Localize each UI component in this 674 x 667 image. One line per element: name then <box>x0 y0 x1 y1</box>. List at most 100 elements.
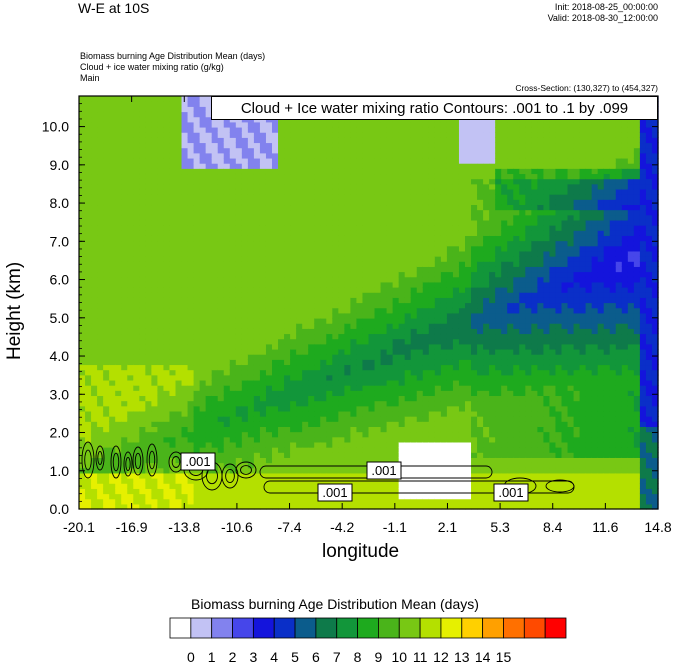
heatmap-cell <box>290 379 297 386</box>
heatmap-cell <box>410 390 418 397</box>
heatmap-cell <box>308 240 315 247</box>
heatmap-cell <box>121 312 128 319</box>
heatmap-cell <box>109 178 116 185</box>
heatmap-cell <box>193 292 201 298</box>
heatmap-cell <box>157 379 165 386</box>
heatmap-cell <box>410 147 418 154</box>
heatmap-cell <box>272 266 279 273</box>
heatmap-cell <box>169 312 177 319</box>
heatmap-cell <box>440 271 448 278</box>
heatmap-cell <box>91 317 98 324</box>
heatmap-cell <box>428 235 436 242</box>
heatmap-cell <box>139 369 146 376</box>
heatmap-cell <box>350 359 358 366</box>
heatmap-cell <box>175 467 183 474</box>
heatmap-cell <box>308 400 315 407</box>
heatmap-cell <box>97 276 104 283</box>
heatmap-cell <box>338 400 345 407</box>
heatmap-cell <box>145 390 152 397</box>
heatmap-cell <box>175 359 183 366</box>
heatmap-cell <box>121 256 128 262</box>
heatmap-cell <box>91 302 98 309</box>
heatmap-cell <box>446 204 454 211</box>
heatmap-cell <box>259 503 267 510</box>
heatmap-cell <box>121 219 128 226</box>
heatmap-cell <box>247 204 255 211</box>
heatmap-cell <box>79 188 86 195</box>
heatmap-cell <box>115 250 122 257</box>
heatmap-cell <box>229 126 237 133</box>
heatmap-cell <box>199 276 207 283</box>
heatmap-cell <box>97 101 104 107</box>
heatmap-cell <box>127 374 134 381</box>
heatmap-cell <box>199 385 207 391</box>
heatmap-cell <box>404 410 412 417</box>
heatmap-cell <box>314 152 321 159</box>
heatmap-cell <box>253 121 261 128</box>
heatmap-cell <box>362 225 370 231</box>
heatmap-cell <box>398 163 406 169</box>
heatmap-cell <box>157 157 165 164</box>
heatmap-cell <box>163 369 171 376</box>
heatmap-cell <box>265 359 273 366</box>
heatmap-cell <box>241 142 249 149</box>
heatmap-cell <box>350 364 358 371</box>
heatmap-cell <box>386 188 394 195</box>
heatmap-cell <box>440 147 448 154</box>
heatmap-cell <box>259 385 267 391</box>
heatmap-cell <box>79 395 86 402</box>
heatmap-cell <box>193 410 201 417</box>
heatmap-cell <box>109 436 116 443</box>
heatmap-cell <box>326 431 333 438</box>
heatmap-cell <box>422 178 430 185</box>
heatmap-cell <box>350 266 358 273</box>
heatmap-cell <box>272 209 279 216</box>
heatmap-cell <box>284 302 291 309</box>
heatmap-cell <box>181 364 189 371</box>
heatmap-cell <box>308 436 315 443</box>
heatmap-cell <box>410 266 418 273</box>
heatmap-cell <box>392 173 400 180</box>
heatmap-cell <box>265 452 273 458</box>
heatmap-cell <box>187 348 195 355</box>
heatmap-cell <box>103 483 110 489</box>
heatmap-cell <box>356 426 364 433</box>
heatmap-cell <box>103 147 110 154</box>
heatmap-cell <box>278 194 285 200</box>
heatmap-cell <box>145 400 152 407</box>
heatmap-cell <box>223 204 231 211</box>
heatmap-cell <box>169 498 177 505</box>
heatmap-cell <box>290 297 297 304</box>
heatmap-cell <box>350 240 358 247</box>
heatmap-cell <box>272 369 279 376</box>
heatmap-cell <box>169 178 177 185</box>
heatmap-cell <box>308 152 315 159</box>
heatmap-cell <box>133 488 140 495</box>
heatmap-cell <box>338 390 345 397</box>
heatmap-cell <box>151 96 159 102</box>
heatmap-cell <box>265 178 273 185</box>
heatmap-cell <box>398 467 406 474</box>
heatmap-cell <box>259 400 267 407</box>
heatmap-cell <box>410 168 418 175</box>
heatmap-cell <box>115 225 122 231</box>
heatmap-cell <box>127 142 134 149</box>
heatmap-cell <box>374 188 382 195</box>
heatmap-cell <box>133 374 140 381</box>
heatmap-cell <box>97 431 104 438</box>
heatmap-cell <box>368 338 376 345</box>
heatmap-cell <box>344 245 352 252</box>
heatmap-cell <box>151 240 159 247</box>
heatmap-cell <box>253 230 261 236</box>
heatmap-cell <box>410 452 418 458</box>
heatmap-cell <box>265 292 273 298</box>
heatmap-cell <box>235 250 243 257</box>
heatmap-cell <box>163 209 171 216</box>
heatmap-cell <box>416 194 424 200</box>
heatmap-cell <box>247 266 255 273</box>
heatmap-cell <box>115 199 122 206</box>
heatmap-cell <box>314 436 321 443</box>
heatmap-cell <box>326 126 333 133</box>
heatmap-cell <box>115 493 122 500</box>
heatmap-cell <box>332 250 339 257</box>
